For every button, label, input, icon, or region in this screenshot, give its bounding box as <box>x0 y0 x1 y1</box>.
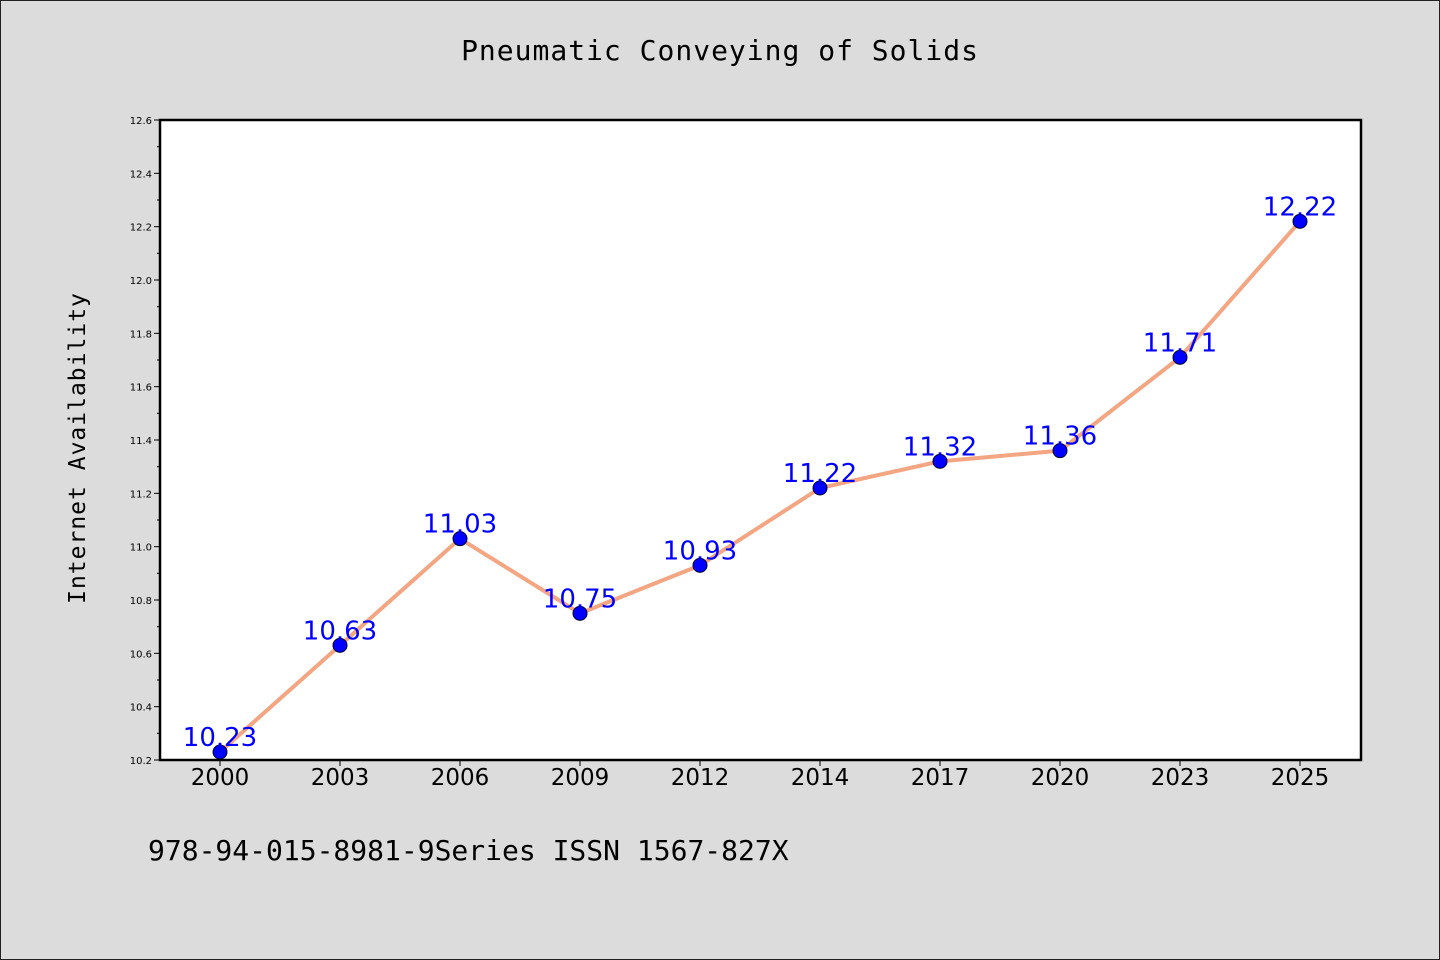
data-label: 10.75 <box>543 584 617 614</box>
data-point <box>1292 213 1308 229</box>
data-point <box>932 453 948 469</box>
data-label: 10.63 <box>303 616 377 646</box>
x-tick-label: 2025 <box>1271 765 1330 791</box>
data-labels: 10.23 10.63 11.03 10.75 10.93 11.22 11.32 11.36… <box>183 192 1337 753</box>
data-label: 12.22 <box>1263 192 1337 222</box>
data-label: 10.93 <box>663 536 737 566</box>
data-point <box>812 480 828 496</box>
y-tick-label: 12.2 <box>130 223 152 234</box>
data-point <box>332 637 348 653</box>
chart-title: Pneumatic Conveying of Solids <box>461 34 979 67</box>
data-point <box>1172 349 1188 365</box>
plot-area <box>160 120 1361 760</box>
y-tick-label: 11.8 <box>130 329 152 340</box>
y-tick-label: 10.2 <box>130 756 152 767</box>
y-tick-label: 10.6 <box>130 649 152 660</box>
plot-border <box>158 118 1363 762</box>
x-tick-label: 2017 <box>911 765 970 791</box>
data-label: 11.36 <box>1023 422 1097 452</box>
data-point <box>572 605 588 621</box>
data-label: 10.23 <box>183 723 257 753</box>
data-label: 11.03 <box>423 510 497 540</box>
x-tick-label: 2000 <box>191 765 250 791</box>
data-label: 11.32 <box>903 432 977 462</box>
series-line <box>218 220 1302 754</box>
y-axis-ticks: 10.2 10.4 10.6 10.8 11.0 11.2 11.4 11.6 11.8 12.0… <box>130 116 160 767</box>
x-tick-label: 2023 <box>1151 765 1210 791</box>
y-tick-label: 12.0 <box>130 276 152 287</box>
x-tick-label: 2003 <box>311 765 370 791</box>
data-label: 11.71 <box>1143 328 1217 358</box>
data-markers <box>212 213 1308 760</box>
x-tick-label: 2006 <box>431 765 490 791</box>
data-point <box>692 557 708 573</box>
x-axis-ticks: 2000 2003 2006 2009 2012 2014 2017 2020 2023 2025 <box>191 760 1330 791</box>
y-tick-label: 12.6 <box>130 116 152 127</box>
y-tick-label: 11.4 <box>130 436 152 447</box>
data-label: 11.22 <box>783 459 857 489</box>
data-point <box>1052 443 1068 459</box>
y-tick-label: 10.4 <box>130 703 152 714</box>
x-tick-label: 2020 <box>1031 765 1090 791</box>
footnote: 978-94-015-8981-9Series ISSN 1567-827X <box>148 834 789 867</box>
y-tick-label: 12.4 <box>130 169 152 180</box>
y-tick-label: 10.8 <box>130 596 152 607</box>
y-tick-label: 11.6 <box>130 383 152 394</box>
x-tick-label: 2014 <box>791 765 850 791</box>
y-tick-label: 11.2 <box>130 489 152 500</box>
data-point <box>452 531 468 547</box>
x-tick-label: 2009 <box>551 765 610 791</box>
x-tick-label: 2012 <box>671 765 730 791</box>
y-tick-label: 11.0 <box>130 543 152 554</box>
